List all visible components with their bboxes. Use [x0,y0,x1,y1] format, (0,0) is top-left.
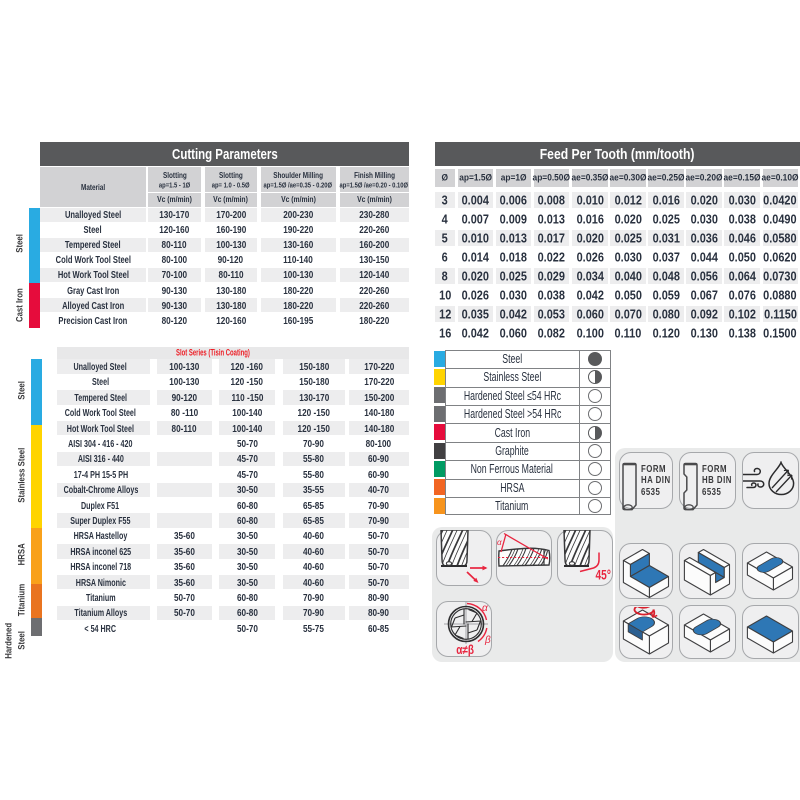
svg-text:β: β [484,635,491,646]
svg-text:α: α [497,538,502,547]
svg-text:α: α [482,603,488,614]
